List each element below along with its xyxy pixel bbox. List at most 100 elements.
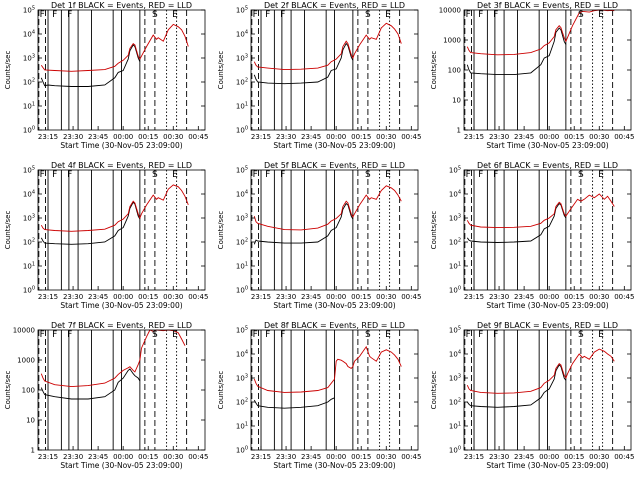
x-tick-label: 23:30 [63, 453, 83, 461]
x-tick-label: 23:15 [251, 453, 271, 461]
x-tick-label: 23:15 [464, 133, 484, 141]
y-tick-label: 1000 [17, 357, 35, 365]
x-tick-label: 00:30 [376, 133, 396, 141]
y-tick-label: 10 [26, 417, 35, 425]
y-axis-label: Counts/sec [4, 211, 12, 250]
x-tick-label: 23:45 [301, 133, 321, 141]
x-tick-label: 23:15 [38, 133, 58, 141]
x-tick-label: 00:45 [401, 293, 421, 301]
region-label: E [172, 10, 178, 20]
x-tick-label: 23:30 [63, 293, 83, 301]
region-label: F [493, 170, 498, 180]
y-tick-label: 104 [236, 350, 248, 359]
region-label: F [52, 10, 57, 20]
y-tick-label: 105 [236, 166, 248, 175]
x-axis-label: Start Time (30-Nov-05 23:09:00) [60, 461, 182, 470]
x-tick-label: 00:00 [326, 133, 346, 141]
series-line-events [253, 202, 354, 245]
x-tick-label: 23:15 [464, 293, 484, 301]
x-axis-label: Start Time (30-Nov-05 23:09:00) [486, 141, 608, 150]
plot-frame [250, 329, 419, 451]
y-axis-label: Counts/sec [217, 51, 225, 90]
x-tick-label: 00:00 [113, 133, 133, 141]
x-axis-label: Start Time (30-Nov-05 23:09:00) [273, 301, 395, 310]
y-tick-label: 104 [23, 190, 35, 199]
y-tick-label: 104 [236, 30, 248, 39]
y-tick-label: 103 [449, 214, 461, 223]
x-tick-label: 00:30 [163, 453, 183, 461]
y-tick-label: 105 [449, 166, 461, 175]
series-line-events [40, 201, 141, 245]
y-tick-label: 105 [236, 6, 248, 15]
y-tick-label: 101 [236, 422, 248, 431]
series-line-lld [253, 22, 402, 71]
chart-panel-1: 100 101 102 103 104 105 23:15 23:30 23:45 00:00 00… [4, 1, 208, 150]
region-label: F [478, 10, 483, 20]
y-tick-label: 101 [236, 262, 248, 271]
series-line-lld [466, 193, 615, 229]
x-axis-label: Start Time (30-Nov-05 23:09:00) [486, 301, 608, 310]
x-tick-label: 00:30 [589, 133, 609, 141]
plot-frame [463, 329, 632, 451]
y-tick-label: 103 [236, 54, 248, 63]
x-tick-label: 00:00 [326, 293, 346, 301]
x-tick-label: 23:30 [63, 133, 83, 141]
x-tick-label: 23:15 [38, 453, 58, 461]
region-label: S [578, 330, 584, 340]
region-label: F [40, 170, 45, 180]
x-tick-label: 23:45 [514, 133, 534, 141]
x-tick-label: 00:45 [614, 133, 634, 141]
y-axis-label: Counts/sec [4, 371, 12, 410]
region-label: S [365, 170, 371, 180]
region-label: F [67, 170, 72, 180]
region-label: F [478, 170, 483, 180]
region-label: F [280, 330, 285, 340]
region-label: F [493, 330, 498, 340]
y-tick-label: 10000 [13, 327, 35, 335]
y-tick-label: 101 [236, 102, 248, 111]
y-tick-label: 102 [449, 398, 461, 407]
y-tick-label: 105 [23, 6, 35, 15]
region-label: E [172, 170, 178, 180]
region-label: F [52, 170, 57, 180]
chart-title: Det 2f BLACK = Events, RED = LLD [264, 1, 405, 10]
y-tick-label: 102 [236, 78, 248, 87]
y-tick-label: 100 [236, 286, 248, 295]
x-tick-label: 23:30 [276, 133, 296, 141]
y-tick-label: 1 [31, 447, 35, 455]
x-tick-label: 23:45 [301, 453, 321, 461]
y-tick-label: 105 [449, 326, 461, 335]
x-tick-label: 00:30 [376, 453, 396, 461]
region-label: E [385, 330, 391, 340]
chart-title: Det 3f BLACK = Events, RED = LLD [477, 1, 618, 10]
x-tick-label: 23:15 [251, 293, 271, 301]
y-tick-label: 102 [449, 238, 461, 247]
chart-title: Det 1f BLACK = Events, RED = LLD [51, 1, 192, 10]
x-tick-label: 00:15 [351, 453, 371, 461]
x-tick-label: 23:30 [489, 453, 509, 461]
y-tick-label: 103 [236, 214, 248, 223]
y-tick-label: 102 [23, 78, 35, 87]
y-tick-label: 10000 [439, 7, 461, 15]
region-label: S [365, 330, 371, 340]
x-axis-label: Start Time (30-Nov-05 23:09:00) [273, 461, 395, 470]
region-label: F [265, 330, 270, 340]
y-tick-label: 100 [23, 126, 35, 135]
chart-panel-6: 100 101 102 103 104 105 23:15 23:30 23:45 00:00 00… [430, 161, 634, 310]
region-label: F [253, 170, 258, 180]
y-tick-label: 103 [23, 214, 35, 223]
chart-title: Det 4f BLACK = Events, RED = LLD [51, 161, 192, 170]
y-axis-label: Counts/sec [430, 51, 438, 90]
y-tick-label: 104 [236, 190, 248, 199]
chart-title: Det 7f BLACK = Events, RED = LLD [51, 321, 192, 330]
x-tick-label: 23:30 [276, 293, 296, 301]
series-line-lld [253, 185, 402, 231]
x-tick-label: 00:30 [163, 293, 183, 301]
region-label: F [253, 10, 258, 20]
y-tick-label: 100 [449, 446, 461, 455]
x-tick-label: 23:15 [464, 453, 484, 461]
region-label: F [466, 10, 471, 20]
series-line-events [466, 27, 567, 76]
y-tick-label: 100 [236, 126, 248, 135]
